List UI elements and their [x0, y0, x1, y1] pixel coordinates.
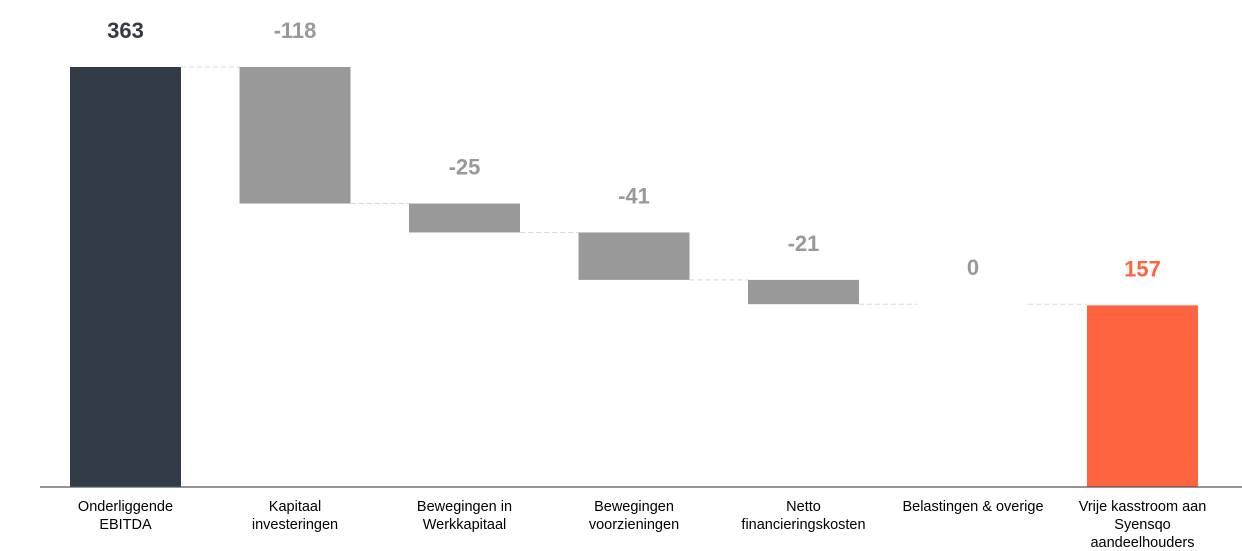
category-label-line: Netto: [786, 499, 821, 515]
bar: [409, 203, 520, 233]
value-label: 157: [1124, 256, 1161, 281]
category-label-line: Kapitaal: [269, 499, 321, 515]
category-label-line: Bewegingen in: [417, 499, 512, 515]
bar: [578, 232, 690, 280]
value-label: -41: [618, 183, 650, 208]
category-label: Vrije kasstroom aan Syensqo aandeelhouders: [1079, 499, 1207, 551]
bar: [1087, 305, 1198, 487]
category-label-line: investeringen: [252, 517, 338, 533]
value-label: -21: [788, 231, 820, 256]
category-label: Netto financieringskosten: [741, 499, 865, 533]
category-label-line: Werkkapitaal: [423, 517, 507, 533]
category-label-line: Syensqo: [1114, 517, 1170, 533]
value-label: 0: [967, 255, 979, 280]
category-label-line: Bewegingen: [594, 499, 674, 515]
category-labels: Onderliggende EBITDA Kapitaal investeringen…: [78, 499, 1206, 551]
category-label-line: aandeelhouders: [1090, 535, 1194, 551]
bar: [70, 67, 181, 487]
value-label: -118: [274, 18, 317, 43]
category-label-line: Vrije kasstroom aan: [1079, 499, 1207, 515]
category-label-line: voorzieningen: [589, 517, 679, 533]
bars: [70, 67, 1198, 487]
category-label-line: EBITDA: [99, 517, 152, 533]
category-label: Belastingen & overige: [902, 499, 1043, 515]
category-label-line: Onderliggende: [78, 499, 173, 515]
value-labels: 363 -118 -25 -41 -21 0 157: [107, 18, 1161, 281]
category-label: Bewegingen voorzieningen: [589, 499, 679, 533]
category-label-line: Belastingen & overige: [902, 499, 1043, 515]
category-label: Kapitaal investeringen: [252, 499, 338, 533]
bar: [748, 279, 859, 305]
bar: [239, 67, 351, 204]
category-label: Onderliggende EBITDA: [78, 499, 173, 533]
connector-lines: [181, 66, 1087, 305]
category-label-line: financieringskosten: [741, 517, 865, 533]
value-label: -25: [449, 155, 481, 180]
value-label: 363: [107, 18, 144, 43]
category-label: Bewegingen in Werkkapitaal: [417, 499, 512, 533]
